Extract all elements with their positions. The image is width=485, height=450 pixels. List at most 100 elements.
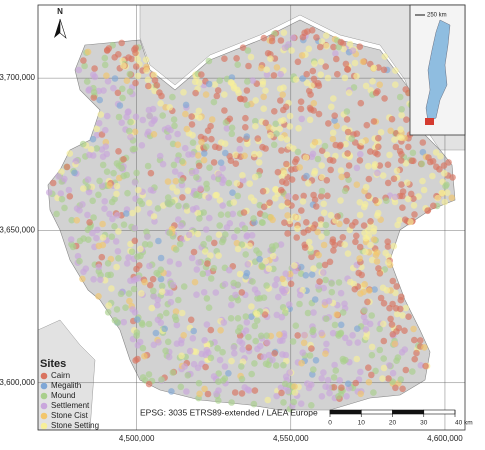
site	[432, 149, 440, 156]
site	[99, 153, 107, 160]
site	[163, 309, 170, 317]
site	[356, 157, 364, 164]
site	[299, 33, 307, 41]
site	[134, 253, 141, 260]
site	[401, 346, 409, 353]
site	[266, 199, 273, 206]
legend-label: Stone Setting	[51, 421, 99, 430]
site	[94, 226, 101, 234]
site	[343, 116, 351, 123]
site	[146, 262, 153, 270]
site	[280, 399, 287, 406]
site	[399, 192, 406, 200]
site	[337, 197, 344, 204]
site	[399, 312, 406, 319]
site	[384, 238, 392, 245]
site	[393, 310, 401, 318]
site	[207, 326, 215, 334]
site	[326, 389, 333, 397]
site	[442, 182, 449, 190]
site	[261, 212, 269, 219]
site	[166, 289, 174, 297]
site	[360, 288, 367, 296]
site	[123, 77, 131, 84]
site	[184, 187, 192, 194]
site	[260, 105, 268, 112]
site	[227, 157, 235, 164]
site	[219, 202, 226, 209]
site	[326, 258, 334, 266]
site	[137, 245, 144, 253]
site	[236, 324, 244, 331]
site	[276, 331, 283, 338]
site	[239, 44, 247, 51]
site	[134, 55, 141, 63]
site	[164, 124, 172, 132]
site	[449, 174, 456, 181]
site	[356, 243, 364, 251]
site	[145, 128, 152, 136]
site	[291, 389, 299, 396]
site	[120, 156, 127, 163]
site	[178, 352, 185, 360]
site	[201, 150, 208, 157]
site	[228, 130, 236, 138]
site	[251, 150, 258, 158]
site	[297, 105, 305, 113]
site	[379, 172, 387, 179]
site	[361, 201, 369, 208]
site	[157, 319, 165, 327]
site	[58, 195, 66, 203]
site	[330, 95, 337, 102]
site	[274, 168, 282, 176]
site	[216, 197, 224, 204]
site	[245, 344, 253, 351]
site	[197, 133, 205, 141]
site	[164, 194, 172, 201]
site	[288, 166, 295, 173]
site	[317, 216, 325, 223]
site	[182, 110, 189, 118]
site	[104, 78, 112, 85]
site	[305, 238, 313, 246]
legend-swatch	[40, 412, 48, 420]
site	[273, 130, 280, 137]
site	[342, 140, 349, 148]
site	[223, 125, 231, 132]
site	[422, 362, 429, 370]
site	[155, 237, 162, 245]
site	[141, 352, 148, 360]
site	[318, 173, 326, 181]
site	[243, 269, 251, 277]
site	[147, 281, 154, 289]
legend: Sites CairnMegalithMoundSettlementStone …	[40, 358, 99, 430]
site	[328, 280, 336, 287]
site	[115, 113, 123, 121]
site	[171, 313, 179, 321]
site	[213, 92, 221, 100]
site	[143, 63, 150, 71]
site	[310, 366, 317, 373]
site	[310, 100, 318, 107]
site	[282, 286, 290, 294]
site	[120, 62, 127, 69]
site	[440, 162, 448, 169]
site	[271, 350, 279, 357]
site	[419, 139, 427, 146]
legend-label: Stone Cist	[51, 411, 89, 420]
site	[186, 347, 194, 355]
site	[413, 349, 420, 357]
site	[373, 249, 381, 256]
site	[190, 327, 197, 335]
site	[210, 98, 218, 106]
site	[371, 286, 378, 293]
site	[216, 356, 224, 364]
site	[120, 172, 127, 180]
site	[318, 393, 326, 400]
site	[244, 261, 252, 268]
site	[208, 116, 216, 123]
y-tick-label: 3,650,000	[0, 226, 36, 235]
site	[139, 344, 147, 352]
site	[79, 140, 87, 148]
site	[202, 226, 210, 233]
